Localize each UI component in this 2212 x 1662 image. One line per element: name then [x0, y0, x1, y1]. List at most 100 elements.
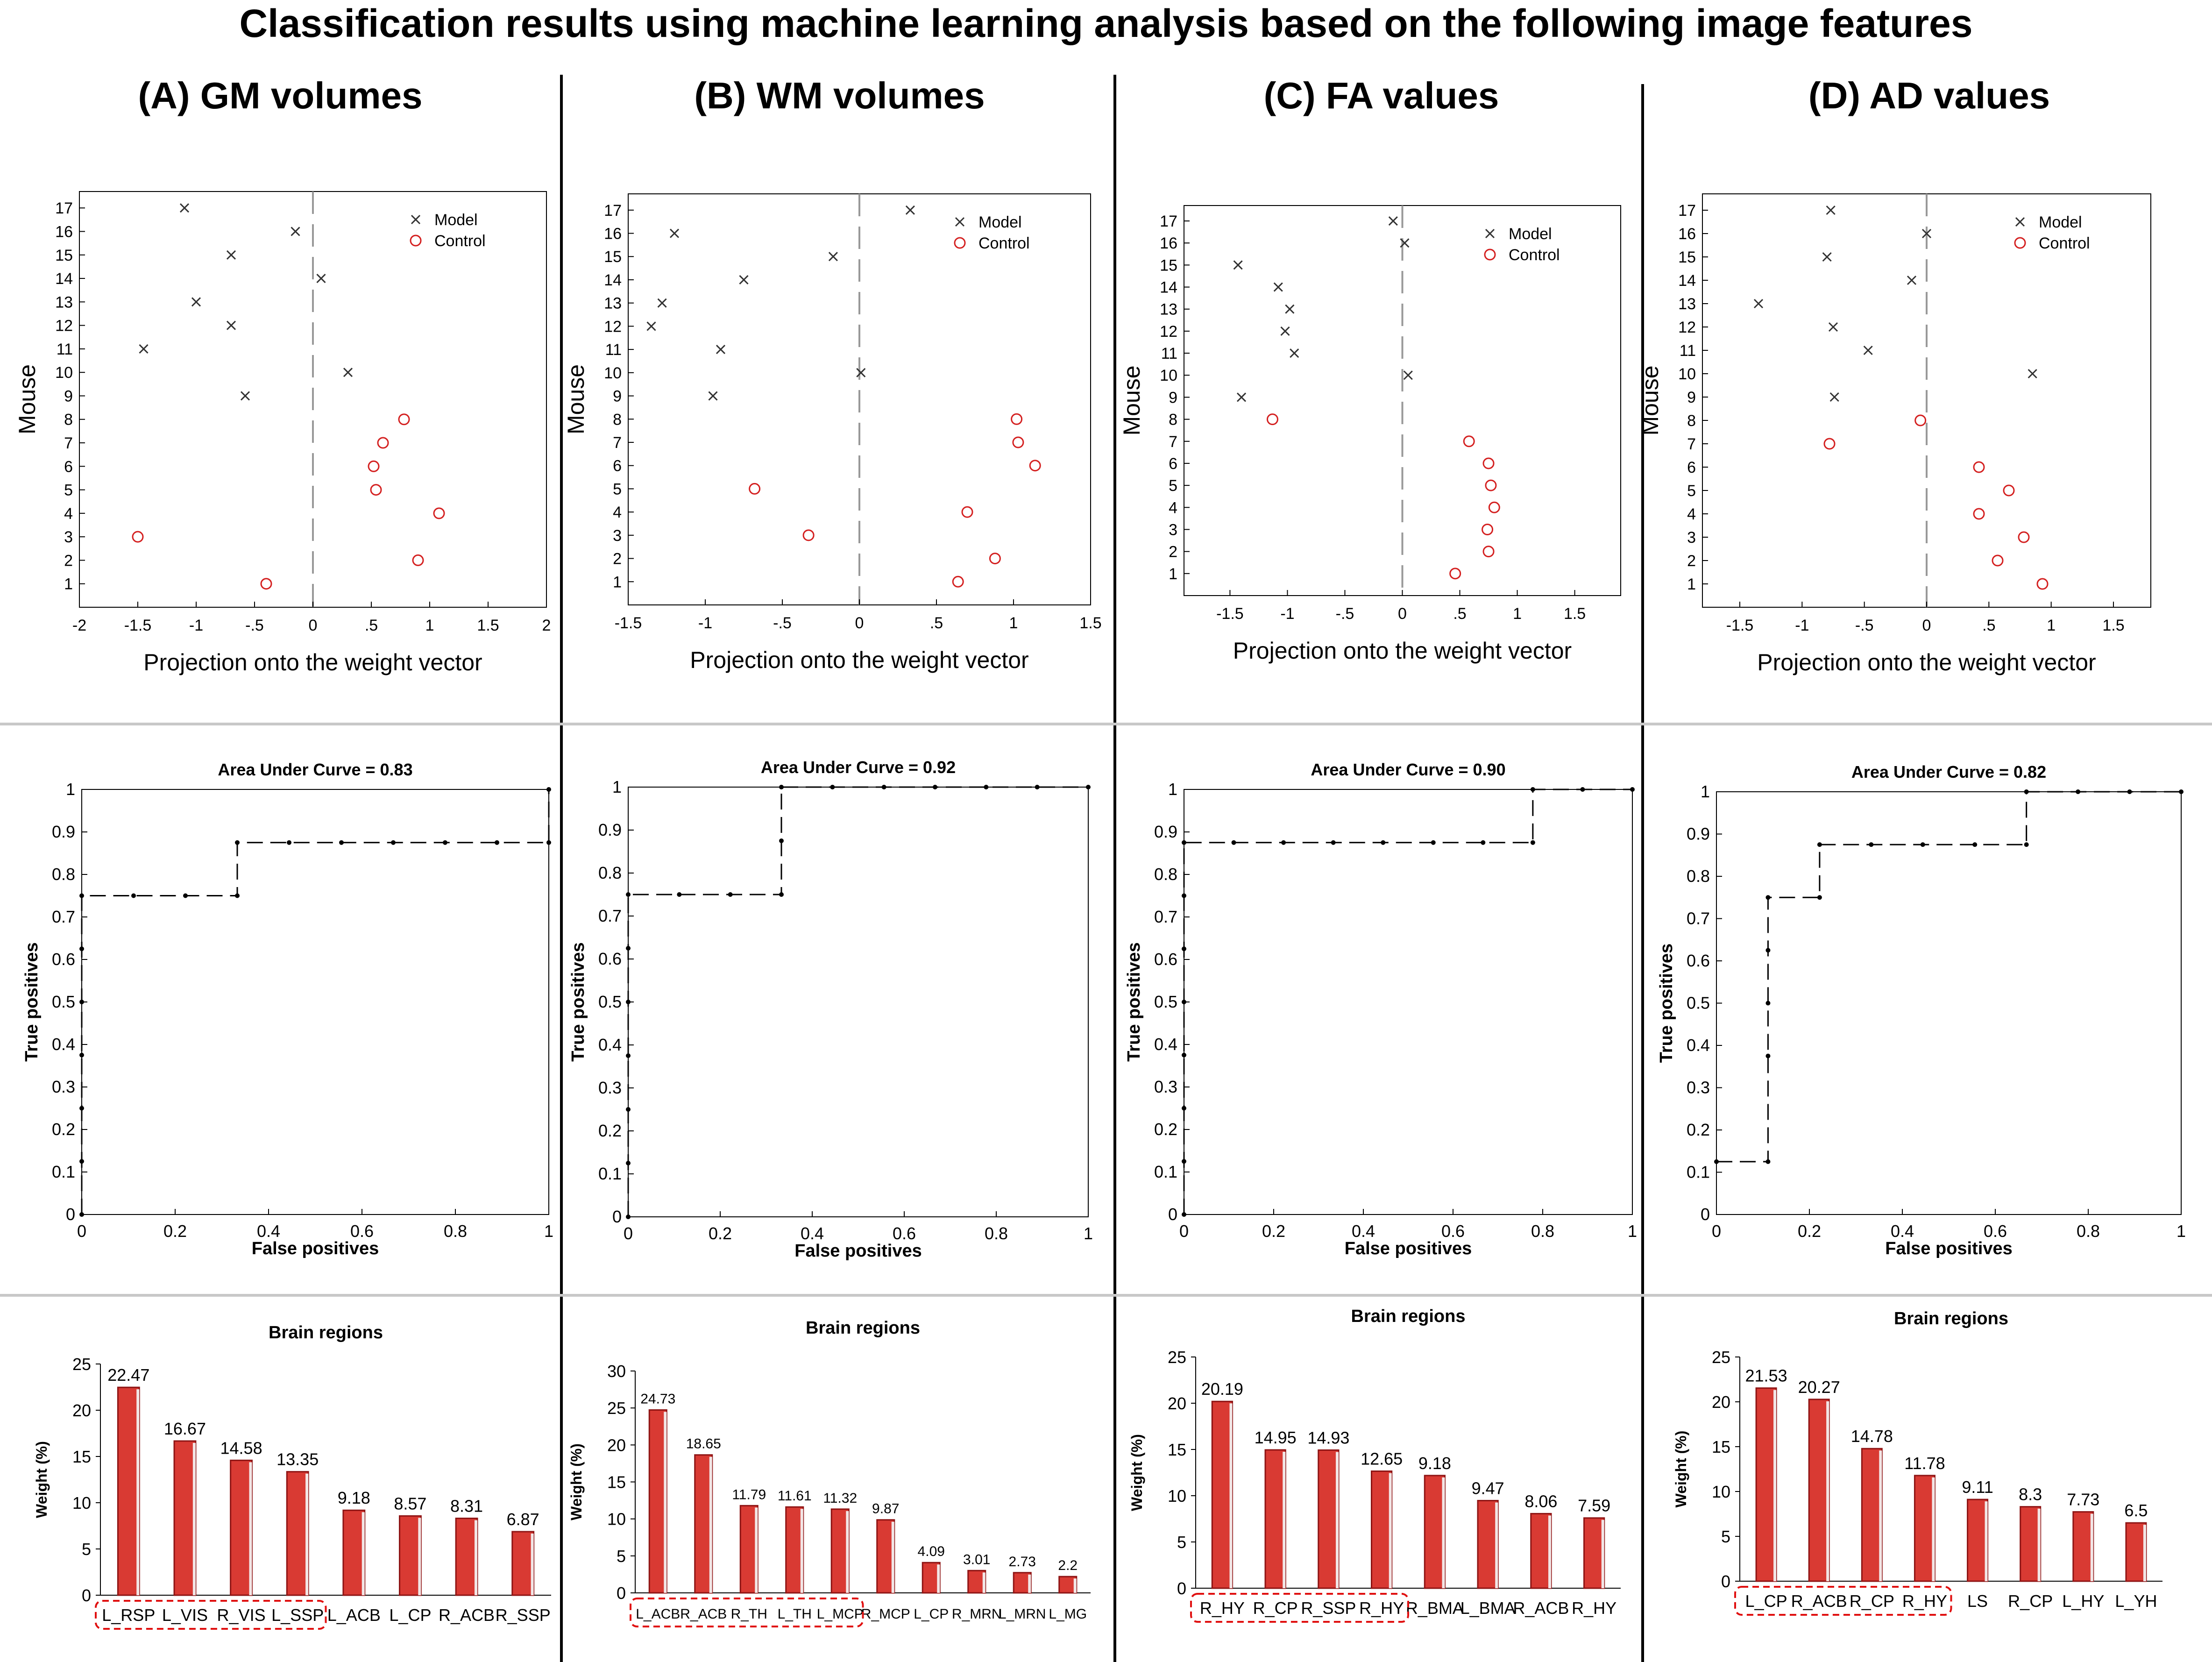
x-tick-label: 1 — [425, 617, 434, 634]
control-point — [1485, 479, 1497, 491]
legend-control-label: Control — [1509, 246, 1560, 264]
control-point — [398, 413, 410, 426]
roc-point — [79, 1106, 84, 1111]
y-tick-label: 0.3 — [598, 1078, 622, 1097]
y-tick-label: 1 — [612, 777, 622, 796]
bar — [1583, 1517, 1605, 1589]
bar-category-label: R_BMA — [1406, 1598, 1464, 1618]
roc-point — [546, 787, 551, 792]
bar-shadow — [1028, 1574, 1031, 1593]
model-point — [2028, 369, 2037, 379]
bar-category-label: L_YH — [2115, 1591, 2157, 1611]
model-point — [191, 297, 201, 307]
control-point — [377, 437, 389, 449]
x-tick-label: 0.8 — [444, 1222, 467, 1241]
model-point — [708, 391, 718, 401]
bar-category-label: LS — [1967, 1591, 1988, 1611]
roc-point — [984, 785, 989, 789]
bar-shadow — [1826, 1401, 1829, 1581]
roc-point — [1182, 893, 1186, 898]
roc-point — [677, 892, 682, 897]
bar-value-label: 9.11 — [1962, 1477, 1993, 1497]
y-axis-label: True positives — [22, 942, 42, 1062]
control-point — [1488, 501, 1500, 513]
y-tick-label: 11 — [1680, 342, 1696, 360]
roc-point — [1182, 840, 1186, 845]
x-tick-label: 0.6 — [1441, 1222, 1465, 1241]
bar-value-label: 8.06 — [1524, 1492, 1557, 1511]
model-point — [179, 203, 190, 213]
control-point — [1914, 414, 1927, 426]
model-point — [343, 368, 353, 377]
bar — [117, 1386, 140, 1596]
bar — [1264, 1449, 1286, 1589]
roc-point — [79, 1000, 84, 1004]
control-point — [260, 578, 272, 590]
bar-category-label: L_SSP — [271, 1605, 324, 1625]
y-tick-label: 0.1 — [52, 1162, 75, 1181]
control-point — [1029, 460, 1041, 472]
roc-point — [79, 893, 84, 898]
control-point — [1482, 457, 1495, 469]
bar-shadow — [418, 1518, 421, 1595]
bar — [1058, 1576, 1078, 1594]
bar-value-label: 11.79 — [732, 1487, 766, 1502]
legend-model-marker — [2015, 217, 2025, 227]
bar-value-label: 11.61 — [778, 1488, 812, 1504]
bar-shadow — [800, 1509, 803, 1593]
control-point — [2036, 578, 2049, 590]
bar-value-label: 6.87 — [507, 1510, 539, 1529]
bar — [694, 1454, 713, 1594]
x-axis-label: Projection onto the weight vector — [1233, 638, 1572, 664]
y-tick-label: 16 — [1160, 234, 1177, 252]
y-tick-label: 0.2 — [1154, 1120, 1177, 1139]
bar-category-label: R_HY — [1359, 1598, 1404, 1618]
bar-value-label: 4.09 — [918, 1544, 945, 1559]
y-tick-label: 0.4 — [1154, 1035, 1177, 1054]
roc-point — [495, 840, 499, 845]
legend-control-marker — [954, 237, 966, 249]
bar — [2072, 1511, 2094, 1582]
bar-shadow — [982, 1572, 985, 1593]
y-tick-label: 0.4 — [52, 1035, 75, 1054]
bar-category-label: R_HY — [1902, 1591, 1947, 1611]
roc-point — [2024, 789, 2029, 794]
bar-value-label: 7.59 — [1578, 1496, 1610, 1515]
legend-model-marker — [955, 217, 965, 227]
control-point — [433, 507, 445, 519]
bar-category-label: L_BMA — [1460, 1598, 1516, 1618]
column-divider — [560, 75, 563, 1662]
roc-point — [1481, 840, 1486, 845]
x-tick-label: 0.8 — [1531, 1222, 1554, 1241]
bar-shadow — [305, 1473, 309, 1595]
y-tick-label: 0.7 — [598, 906, 622, 925]
control-point — [961, 506, 973, 518]
model-point — [1753, 298, 1764, 309]
bar-value-label: 9.18 — [1418, 1454, 1451, 1473]
y-tick-label: 0.9 — [598, 820, 622, 839]
roc-point — [1431, 840, 1436, 845]
bar-category-label: R_VIS — [217, 1605, 266, 1625]
y-tick-label: 2 — [1169, 543, 1177, 561]
y-tick-label: 15 — [1168, 1440, 1186, 1459]
x-tick-label: .5 — [365, 617, 378, 634]
roc-point — [881, 785, 886, 789]
y-tick-label: 0.8 — [1687, 867, 1710, 886]
bar-shadow — [531, 1533, 534, 1595]
roc-frame — [81, 789, 549, 1215]
highlight-box — [1734, 1586, 1952, 1616]
roc-curve — [1183, 788, 1632, 1215]
y-tick-label: 0.2 — [1687, 1120, 1710, 1139]
model-point — [1921, 228, 1932, 239]
y-tick-label: 20 — [1712, 1392, 1730, 1412]
x-axis-label: Projection onto the weight vector — [1757, 649, 2096, 675]
y-tick-label: 8 — [613, 411, 622, 428]
y-tick-label: 0.7 — [1687, 909, 1710, 928]
panel-title-a: (A) GM volumes — [138, 75, 423, 116]
roc-point — [1530, 840, 1535, 845]
model-point — [716, 345, 726, 355]
x-tick-label: -1 — [1795, 617, 1809, 634]
x-tick-label: 1 — [1513, 605, 1522, 623]
roc-point — [1920, 842, 1925, 847]
bar-category-label: R_HY — [1200, 1598, 1245, 1618]
